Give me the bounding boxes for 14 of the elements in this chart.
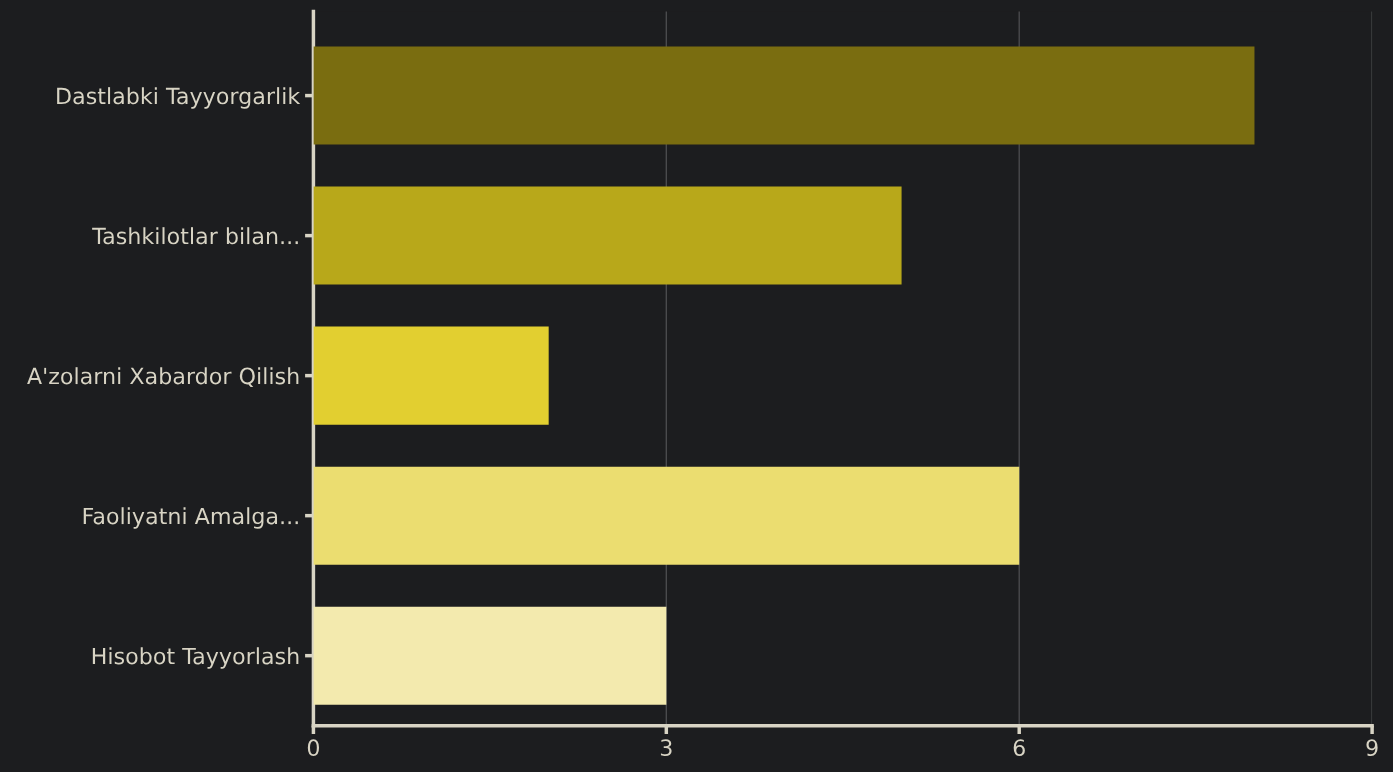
y-tick-label: A'zolarni Xabardor Qilish: [27, 367, 299, 387]
y-tick-label: Tashkilotlar bilan...: [92, 227, 298, 245]
x-tick-label: 9: [1366, 739, 1378, 757]
y-tick-label: Dastlabki Tayyorgarlik: [57, 87, 301, 109]
y-tick-label: Hisobot Tayyorlash: [92, 647, 299, 669]
x-tick-label: 6: [1013, 739, 1025, 757]
y-tick-label: Faoliyatni Amalga...: [83, 507, 298, 529]
bar: [313, 466, 1020, 565]
x-tick-label: 3: [660, 739, 672, 757]
bar: [313, 326, 549, 425]
x-tick-label: 0: [307, 739, 320, 757]
bar: [313, 46, 1255, 145]
bar: [313, 606, 667, 705]
bar: [313, 186, 902, 285]
